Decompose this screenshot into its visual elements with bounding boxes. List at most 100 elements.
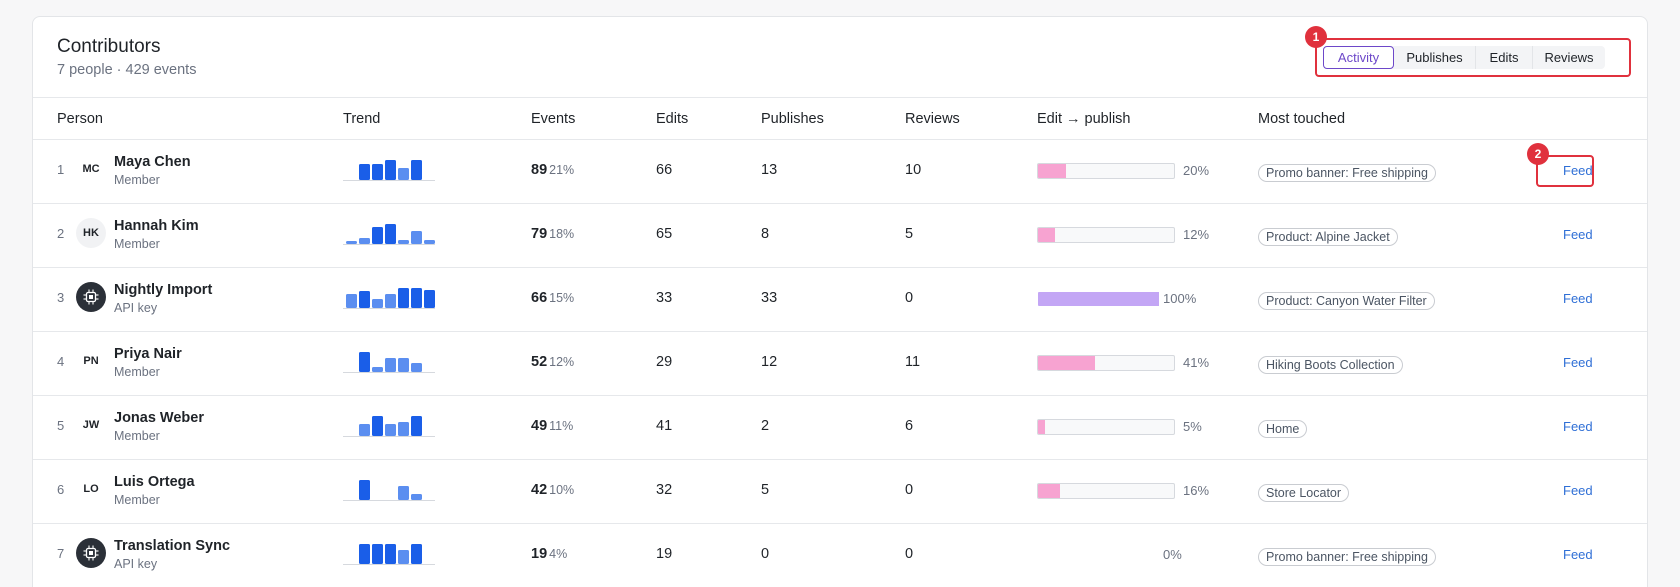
trend-bar xyxy=(372,227,383,244)
events-cell: 79 18% xyxy=(531,226,574,242)
reviews-count: 11 xyxy=(905,354,921,370)
trend-bar xyxy=(385,160,396,180)
trend-bar xyxy=(359,424,370,436)
col-events: Events xyxy=(531,111,576,127)
publish-rate-fill xyxy=(1038,164,1066,178)
tab-publishes[interactable]: Publishes xyxy=(1394,46,1476,69)
trend-bar xyxy=(359,544,370,564)
trend-bar xyxy=(398,358,409,372)
person-role: Member xyxy=(114,429,160,443)
card-header: Contributors 7 people · 429 events Activ… xyxy=(33,17,1647,98)
most-touched-tag[interactable]: Product: Canyon Water Filter xyxy=(1258,292,1435,310)
table-row: 4 PN Priya Nair Member 52 12% 29 12 11 41% Hiking … xyxy=(33,332,1647,396)
row-rank: 5 xyxy=(57,418,65,433)
table-row: 5 JW Jonas Weber Member 49 11% 41 2 6 5% Home Feed xyxy=(33,396,1647,460)
row-rank: 2 xyxy=(57,226,65,241)
feed-link[interactable]: Feed xyxy=(1563,227,1593,242)
events-cell: 52 12% xyxy=(531,354,574,370)
row-rank: 1 xyxy=(57,162,65,177)
col-publishes: Publishes xyxy=(761,111,824,127)
publish-rate-bar xyxy=(1037,163,1175,179)
publish-rate-bar xyxy=(1037,419,1175,435)
events-cell: 49 11% xyxy=(531,418,573,434)
feed-link[interactable]: Feed xyxy=(1563,419,1593,434)
events-cell: 66 15% xyxy=(531,290,574,306)
trend-bar xyxy=(411,416,422,436)
avatar: JW xyxy=(76,410,106,440)
events-count: 19 xyxy=(531,546,548,562)
page-title: Contributors xyxy=(57,36,161,57)
trend-bar xyxy=(424,290,435,308)
edits-count: 33 xyxy=(656,290,673,306)
most-touched-tag[interactable]: Store Locator xyxy=(1258,484,1350,502)
reviews-count: 0 xyxy=(905,482,914,498)
col-reviews: Reviews xyxy=(905,111,960,127)
trend-bar xyxy=(411,231,422,244)
most-touched-tag[interactable]: Promo banner: Free shipping xyxy=(1258,164,1436,182)
person-name: Luis Ortega xyxy=(114,474,195,490)
avatar: MC xyxy=(76,154,106,184)
publish-rate-label: 12% xyxy=(1183,227,1210,242)
trend-sparkline xyxy=(343,346,435,373)
events-cell: 19 4% xyxy=(531,546,567,562)
most-touched-tag[interactable]: Product: Alpine Jacket xyxy=(1258,228,1398,246)
events-cell: 42 10% xyxy=(531,482,574,498)
publish-rate-label: 20% xyxy=(1183,163,1210,178)
feed-link[interactable]: Feed xyxy=(1563,547,1593,562)
feed-link[interactable]: Feed xyxy=(1563,483,1593,498)
person-name: Maya Chen xyxy=(114,154,191,170)
most-touched-tag[interactable]: Hiking Boots Collection xyxy=(1258,356,1403,374)
events-share: 10% xyxy=(549,483,575,497)
trend-sparkline xyxy=(343,474,435,501)
trend-bar xyxy=(398,550,409,564)
publish-rate-fill xyxy=(1038,420,1045,434)
trend-bar xyxy=(372,164,383,180)
avatar-initials: JW xyxy=(82,419,100,431)
trend-bar xyxy=(385,294,396,308)
table-row: 6 LO Luis Ortega Member 42 10% 32 5 0 16% Store Lo… xyxy=(33,460,1647,524)
publish-rate-fill xyxy=(1038,484,1060,498)
table-row: 3 Nightly Import API key 66 15% 33 33 0 100% Prod… xyxy=(33,268,1647,332)
trend-bar xyxy=(346,241,357,244)
trend-bar xyxy=(411,160,422,180)
trend-sparkline xyxy=(343,282,435,309)
col-trend: Trend xyxy=(343,111,381,127)
events-share: 12% xyxy=(549,355,575,369)
events-share: 15% xyxy=(549,291,575,305)
publish-rate-label: 16% xyxy=(1183,483,1210,498)
most-touched-tag[interactable]: Promo banner: Free shipping xyxy=(1258,548,1436,566)
feed-link[interactable]: Feed xyxy=(1563,355,1593,370)
person-name: Nightly Import xyxy=(114,282,213,298)
events-share: 4% xyxy=(549,547,568,561)
tab-edits[interactable]: Edits xyxy=(1476,46,1533,69)
person-role: Member xyxy=(114,237,160,251)
most-touched-tag[interactable]: Home xyxy=(1258,420,1308,438)
trend-sparkline xyxy=(343,218,435,245)
reviews-count: 5 xyxy=(905,226,914,242)
col-edits: Edits xyxy=(656,111,689,127)
publish-rate-bar xyxy=(1037,547,1175,563)
trend-bar xyxy=(398,486,409,500)
feed-link[interactable]: Feed xyxy=(1563,291,1593,306)
feed-link[interactable]: Feed xyxy=(1563,163,1593,178)
tab-activity[interactable]: Activity xyxy=(1323,46,1394,69)
person-name: Translation Sync xyxy=(114,538,231,554)
chip-icon xyxy=(82,544,100,562)
trend-bar xyxy=(385,358,396,372)
events-count: 79 xyxy=(531,226,548,242)
publishes-count: 13 xyxy=(761,162,778,178)
metric-tabs-highlight: Activity Publishes Edits Reviews xyxy=(1315,38,1631,77)
trend-bar xyxy=(398,288,409,308)
publishes-count: 5 xyxy=(761,482,770,498)
edits-count: 19 xyxy=(656,546,673,562)
events-share: 11% xyxy=(549,419,574,433)
publish-rate-fill xyxy=(1038,356,1095,370)
publish-rate-bar xyxy=(1037,483,1175,499)
edits-count: 41 xyxy=(656,418,673,434)
tab-reviews[interactable]: Reviews xyxy=(1544,50,1594,65)
publish-rate-bar xyxy=(1037,227,1175,243)
trend-bar xyxy=(359,352,370,372)
events-share: 21% xyxy=(549,163,575,177)
row-rank: 6 xyxy=(57,482,65,497)
events-count: 89 xyxy=(531,162,548,178)
